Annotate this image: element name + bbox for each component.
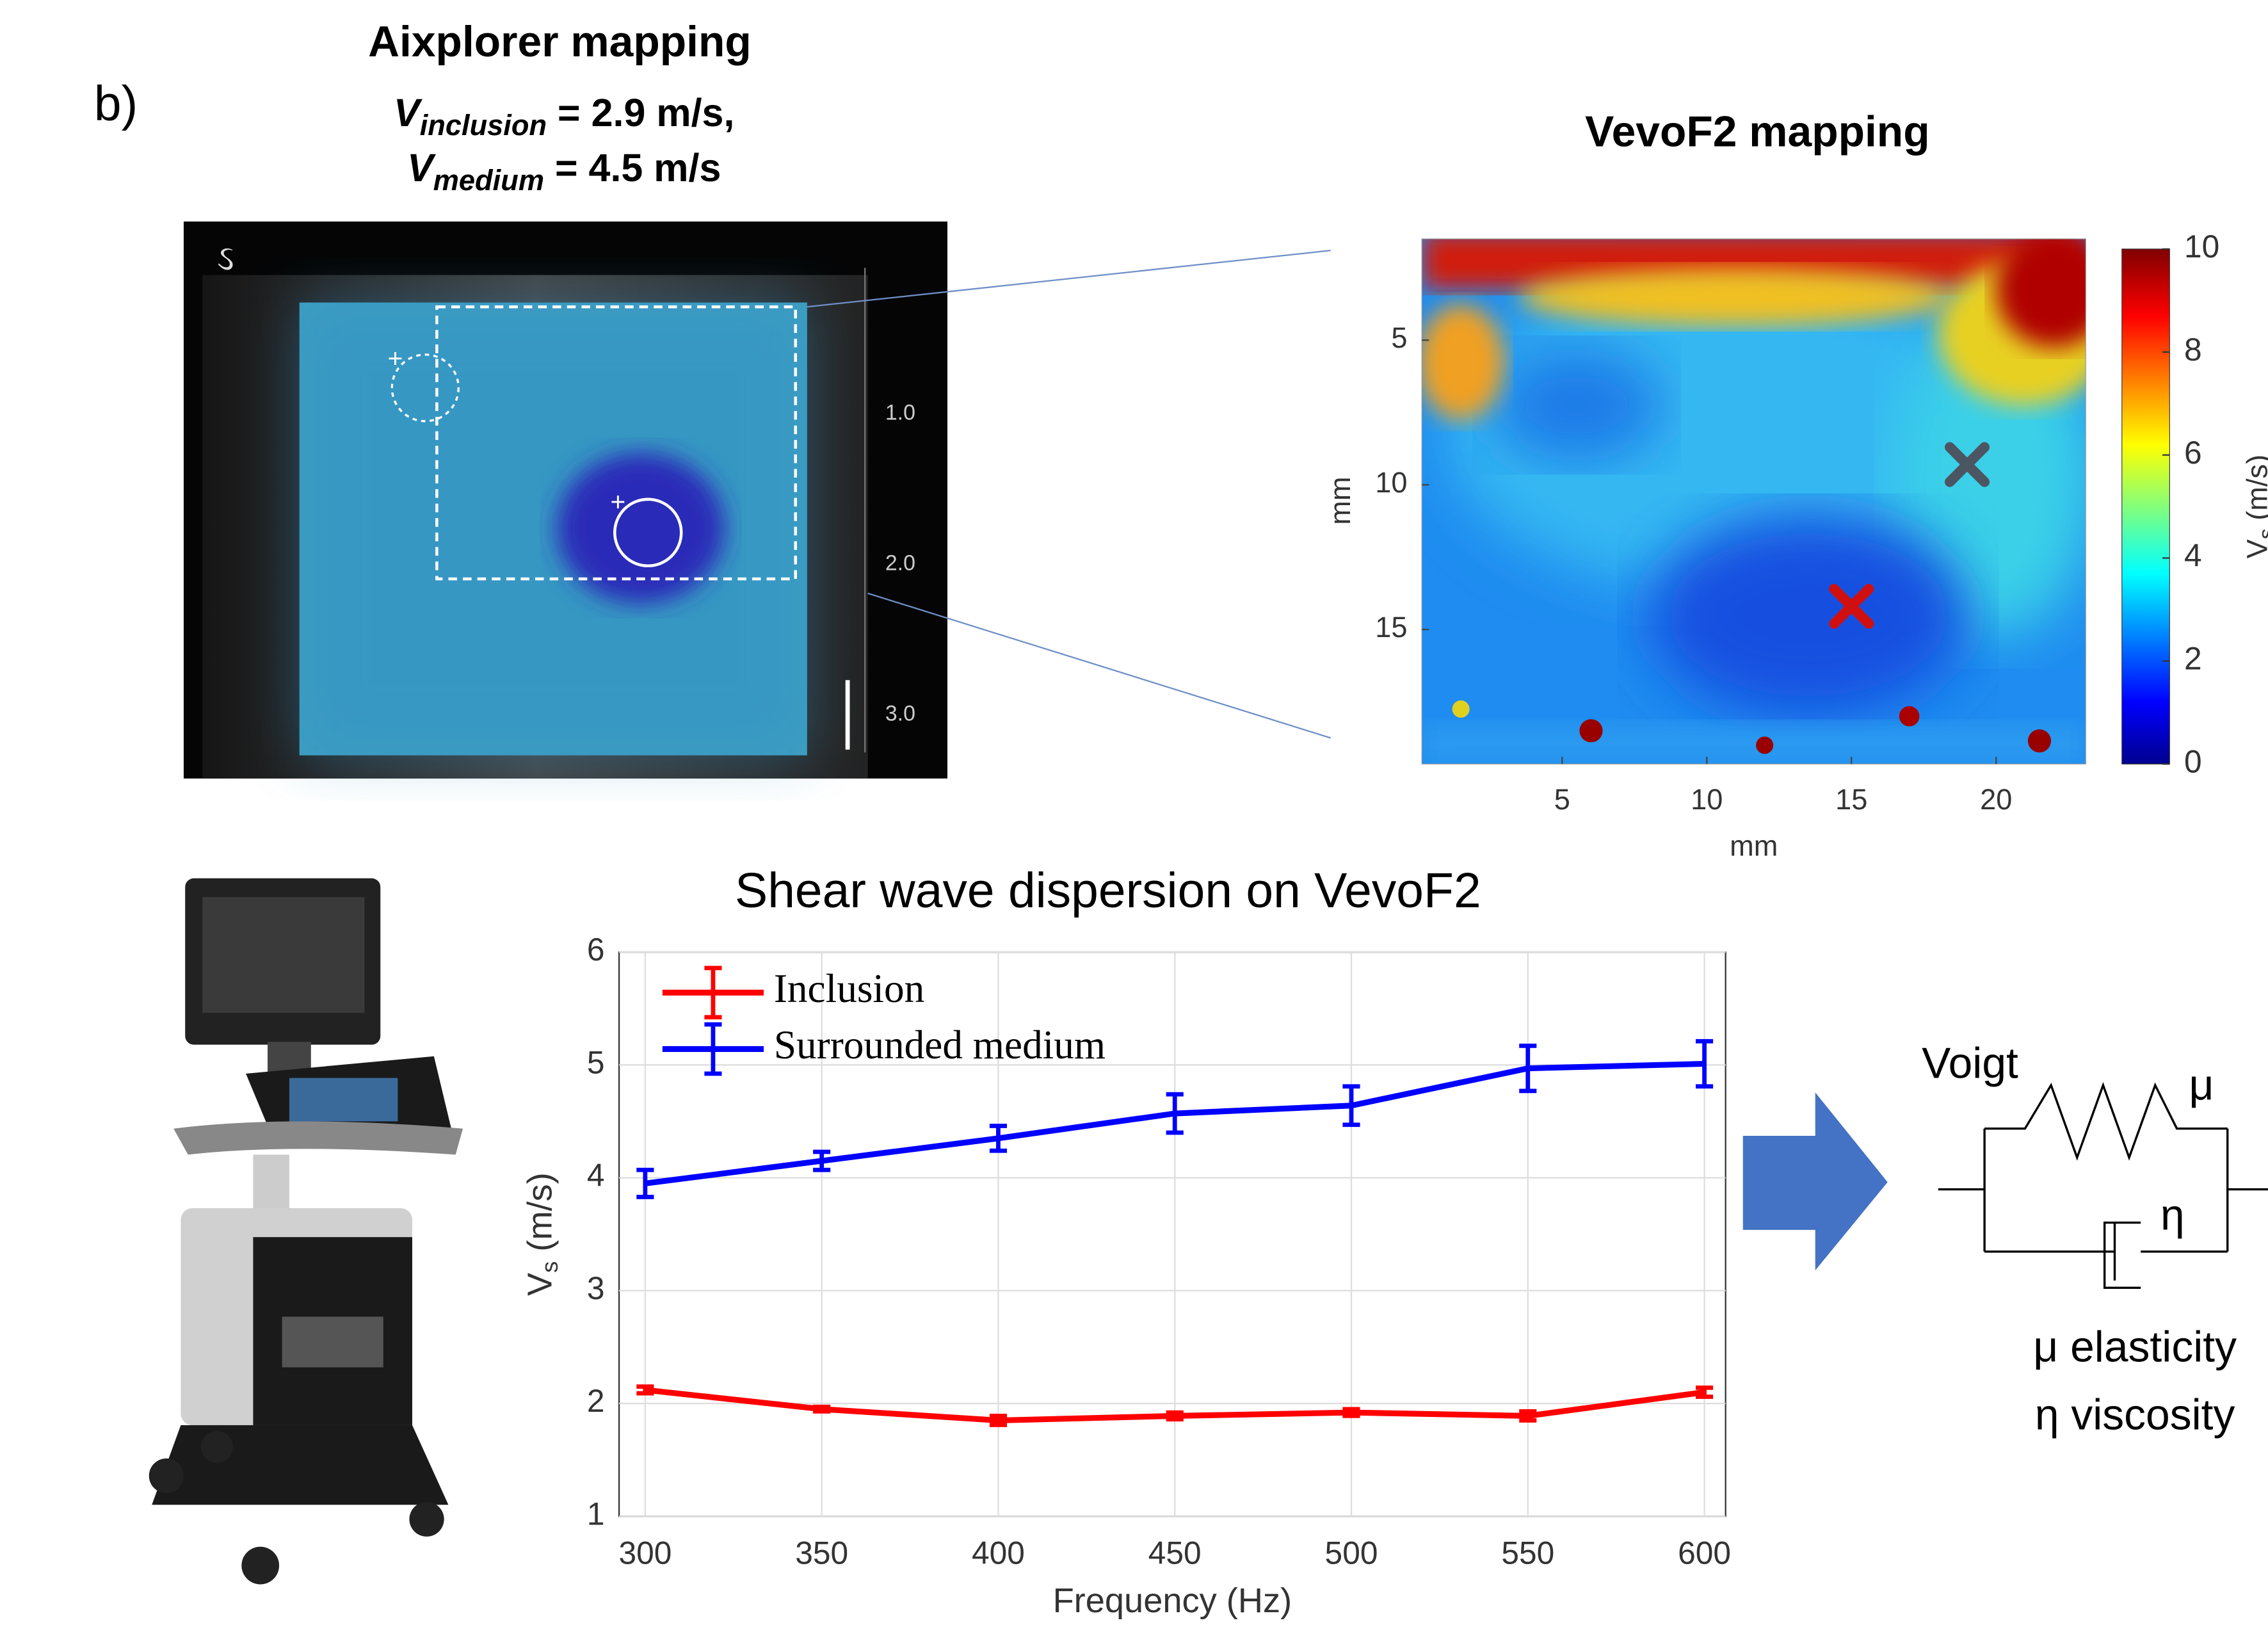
value-text: = 4.5 m/s xyxy=(544,146,721,190)
y-axis-label: mm xyxy=(1324,476,1356,524)
x-tick-label: 15 xyxy=(1835,783,1867,816)
chart-title: Shear wave dispersion on VevoF2 xyxy=(735,863,1481,918)
y-tick-label: 5 xyxy=(1391,321,1407,354)
x-tick-label: 600 xyxy=(1678,1535,1731,1571)
x-tick-label: 500 xyxy=(1325,1535,1378,1571)
colorbar-label: Vs (m/s) xyxy=(2240,455,2268,559)
ultrasound-machine xyxy=(149,878,463,1585)
colorbar-tick-label: 4 xyxy=(2184,538,2202,574)
subscript: inclusion xyxy=(420,109,547,141)
subscript: s xyxy=(2255,528,2268,539)
model-legend: η viscosity xyxy=(2035,1391,2235,1439)
inclusion-speed: Vinclusion = 2.9 m/s, xyxy=(394,91,734,141)
aixplorer-image: + + ઽ xyxy=(184,222,947,779)
arrow xyxy=(1743,1092,1888,1270)
svg-text:+: + xyxy=(611,487,626,516)
value-text: = 2.9 m/s, xyxy=(547,91,734,134)
unit: (m/s) xyxy=(2240,455,2268,528)
medium-speed: Vmedium = 4.5 m/s xyxy=(407,146,721,197)
heatmap-image xyxy=(1417,232,2112,764)
x-tick-label: 550 xyxy=(1501,1535,1554,1571)
aixplorer-title: Aixplorer mapping xyxy=(368,18,752,66)
figure: b) Aixplorer mapping Vinclusion = 2.9 m/… xyxy=(0,0,2268,1625)
model-name: Voigt xyxy=(1922,1039,2018,1087)
y-tick-label: 15 xyxy=(1375,611,1407,643)
symbol: V xyxy=(394,91,422,134)
y-axis-label: Vs (m/s) xyxy=(521,1172,563,1296)
x-tick-label: 450 xyxy=(1148,1535,1202,1571)
depth-tick: 1.0 xyxy=(885,400,915,424)
model-legend: μ elasticity xyxy=(2033,1323,2237,1371)
svg-text:+: + xyxy=(388,344,403,373)
y-tick-label: 2 xyxy=(587,1383,605,1419)
legend-label: Inclusion xyxy=(774,966,924,1011)
subscript: medium xyxy=(433,164,544,197)
x-tick-label: 350 xyxy=(795,1535,848,1571)
depth-tick: 3.0 xyxy=(885,701,915,725)
colorbar-tick-label: 0 xyxy=(2184,743,2202,779)
symbol: V xyxy=(407,146,436,190)
x-tick-label: 300 xyxy=(618,1535,672,1571)
x-tick-label: 20 xyxy=(1980,783,2012,816)
y-tick-label: 1 xyxy=(587,1496,605,1532)
x-axis-label: mm xyxy=(1730,829,1778,862)
colorbar-tick-label: 8 xyxy=(2184,332,2202,368)
colorbar-tick-label: 6 xyxy=(2184,435,2202,471)
eta-symbol: η xyxy=(2160,1192,2185,1240)
unit: (m/s) xyxy=(521,1172,559,1261)
y-tick-label: 6 xyxy=(587,932,605,967)
svg-text:ઽ: ઽ xyxy=(217,239,234,277)
legend-label: Surrounded medium xyxy=(774,1023,1106,1067)
page: {"panel_label":"b)", "aixplorer":{"title… xyxy=(0,0,2268,1625)
mu-symbol: μ xyxy=(2189,1061,2214,1109)
y-tick-label: 3 xyxy=(587,1270,605,1306)
x-tick-label: 5 xyxy=(1554,783,1570,816)
subscript: s xyxy=(536,1261,562,1273)
colorbar xyxy=(2122,249,2170,764)
x-axis-label: Frequency (Hz) xyxy=(1053,1581,1292,1620)
y-tick-label: 10 xyxy=(1375,466,1407,499)
symbol: V xyxy=(521,1273,559,1296)
y-tick-label: 4 xyxy=(587,1158,605,1193)
x-tick-label: 10 xyxy=(1691,783,1723,816)
colorbar-tick-label: 10 xyxy=(2184,229,2219,264)
colorbar-tick-label: 2 xyxy=(2184,641,2202,677)
panel-label: b) xyxy=(94,76,138,131)
chart-title: VevoF2 mapping xyxy=(1585,108,1930,156)
x-tick-label: 400 xyxy=(972,1535,1025,1571)
voigt-diagram xyxy=(1938,1085,2268,1288)
y-tick-label: 5 xyxy=(587,1044,605,1080)
symbol: V xyxy=(2240,539,2268,558)
depth-tick: 2.0 xyxy=(885,551,915,575)
